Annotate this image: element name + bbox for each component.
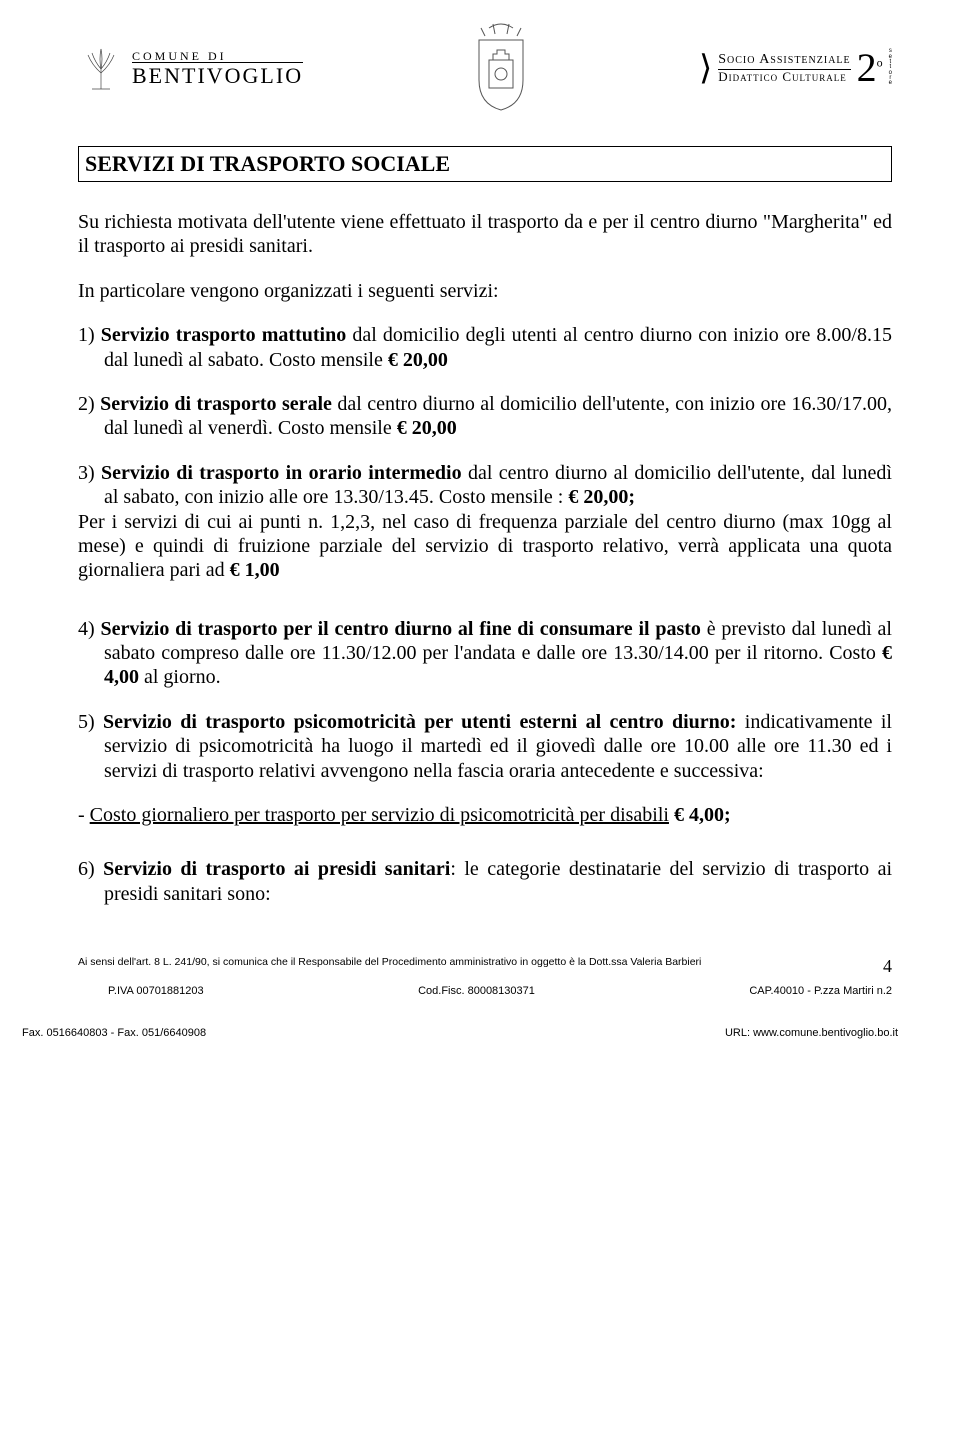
footer-cap: CAP.40010 - P.zza Martiri n.2	[749, 985, 892, 997]
footer-contact: Fax. 0516640803 - Fax. 051/6640908 URL: …	[0, 1027, 960, 1039]
section-heading-box: SERVIZI DI TRASPORTO SOCIALE	[78, 146, 892, 182]
service-item-4: 4) Servizio di trasporto per il centro d…	[78, 617, 892, 690]
footer-responsabile: Ai sensi dell'art. 8 L. 241/90, si comun…	[78, 956, 892, 977]
section-heading: SERVIZI DI TRASPORTO SOCIALE	[85, 151, 885, 177]
services-list: 1) Servizio trasporto mattutino dal domi…	[78, 323, 892, 509]
letterhead: COMUNE DI BENTIVOGLIO ⟩ Socio Assistenzi…	[78, 18, 892, 128]
service-item-3: 3) Servizio di trasporto in orario inter…	[78, 461, 892, 510]
service-item-6: 6) Servizio di trasporto ai presidi sani…	[78, 857, 892, 906]
page-number: 4	[883, 956, 892, 977]
intro-paragraph-2: In particolare vengono organizzati i seg…	[78, 279, 892, 303]
comune-di-label: COMUNE DI	[132, 50, 303, 62]
services-list-3: 6) Servizio di trasporto ai presidi sani…	[78, 857, 892, 906]
footer-piva: P.IVA 00701881203	[108, 985, 204, 997]
header-right: ⟩ Socio Assistenziale Didattico Cultural…	[699, 48, 892, 88]
document-body: Su richiesta motivata dell'utente viene …	[78, 210, 892, 906]
comune-name: BENTIVOGLIO	[132, 62, 303, 87]
services-list-2: 4) Servizio di trasporto per il centro d…	[78, 617, 892, 783]
coat-of-arms-icon	[465, 18, 537, 118]
department-block: Socio Assistenziale Didattico Culturale	[718, 52, 850, 84]
plant-icon	[78, 45, 124, 91]
service-item-3-note: Per i servizi di cui ai punti n. 1,2,3, …	[78, 510, 892, 583]
chevron-icon: ⟩	[699, 51, 712, 85]
dept-line-1: Socio Assistenziale	[718, 52, 850, 69]
comune-block: COMUNE DI BENTIVOGLIO	[132, 50, 303, 87]
service-item-2: 2) Servizio di trasporto serale dal cent…	[78, 392, 892, 441]
settore-label: settore	[889, 49, 892, 87]
footer-sensi-text: Ai sensi dell'art. 8 L. 241/90, si comun…	[78, 956, 701, 977]
footer-ids: P.IVA 00701881203 Cod.Fisc. 80008130371 …	[78, 985, 892, 997]
footer-codfisc: Cod.Fisc. 80008130371	[418, 985, 535, 997]
service-item-5: 5) Servizio di trasporto psicomotricità …	[78, 710, 892, 783]
psicomotricita-cost: - Costo giornaliero per trasporto per se…	[78, 803, 892, 827]
intro-paragraph: Su richiesta motivata dell'utente viene …	[78, 210, 892, 259]
sector-number: 2o	[857, 48, 883, 88]
footer-url: URL: www.comune.bentivoglio.bo.it	[725, 1027, 898, 1039]
footer-fax: Fax. 0516640803 - Fax. 051/6640908	[22, 1027, 206, 1039]
dept-line-2: Didattico Culturale	[718, 70, 850, 84]
header-left: COMUNE DI BENTIVOGLIO	[78, 45, 303, 91]
service-item-1: 1) Servizio trasporto mattutino dal domi…	[78, 323, 892, 372]
